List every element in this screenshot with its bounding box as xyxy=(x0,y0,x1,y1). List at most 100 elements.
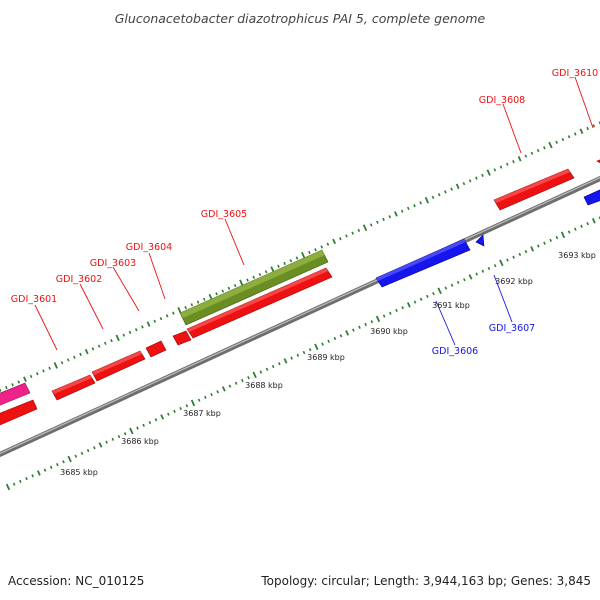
gene-bar-gdi-3605-rna[interactable] xyxy=(179,249,329,326)
outer-tick-49 xyxy=(295,256,299,260)
feature-right-reverse[interactable] xyxy=(583,189,600,206)
inner-tick-71 xyxy=(444,286,448,290)
map-title: Gluconacetobacter diazotrophicus PAI 5, … xyxy=(115,11,486,26)
gene-arrow-gdi-3605-forward[interactable] xyxy=(186,267,333,339)
inner-tick-33 xyxy=(210,392,213,397)
inner-tick-42 xyxy=(265,367,269,371)
outer-tick-26 xyxy=(153,319,157,323)
inner-tick-56 xyxy=(352,328,355,332)
inner-tick-19 xyxy=(123,432,127,436)
accession-text: Accession: NC_010125 xyxy=(8,574,144,588)
inner-tick-81 xyxy=(506,258,509,262)
inner-tick-95 xyxy=(591,218,596,224)
inner-tick-49 xyxy=(308,348,312,352)
gene-arrow-gdi-3602[interactable] xyxy=(91,350,146,382)
inner-tick-15 xyxy=(98,442,103,448)
gene-label-gdi-3604: GDI_3604 xyxy=(126,242,172,253)
inner-tick-76 xyxy=(475,272,478,276)
axis-label-3689: 3689 kbp xyxy=(307,353,345,362)
gene-label-gdi-3602: GDI_3602 xyxy=(56,274,102,285)
outer-tick-94 xyxy=(573,132,577,136)
gene-label-gdi-3603: GDI_3603 xyxy=(90,258,136,269)
gene-arrow-gdi-3601[interactable] xyxy=(51,374,96,401)
outer-tick-32 xyxy=(190,303,194,307)
inner-tick-26 xyxy=(167,412,170,416)
gene-label-gdi-3607: GDI_3607 xyxy=(489,323,535,334)
inner-tick-66 xyxy=(413,300,417,304)
outer-tick-80 xyxy=(486,169,491,176)
outer-tick-70 xyxy=(424,196,430,204)
inner-tick-43 xyxy=(271,364,275,369)
outer-tick-31 xyxy=(184,305,188,310)
inner-tick-46 xyxy=(290,356,293,360)
inner-tick-77 xyxy=(481,269,485,273)
outer-tick-53 xyxy=(320,245,324,249)
outer-tick-69 xyxy=(419,201,422,205)
axis-label-3691: 3691 kbp xyxy=(432,301,470,310)
outer-tick-39 xyxy=(233,283,237,288)
outer-tick-87 xyxy=(530,151,534,155)
feature-left-forward[interactable] xyxy=(0,399,38,428)
inner-tick-78 xyxy=(487,266,491,271)
outer-tick-76 xyxy=(462,181,466,186)
outer-tick-7 xyxy=(35,372,39,376)
gene-arrow-gdi-3608[interactable] xyxy=(493,168,575,211)
feature-left-other[interactable] xyxy=(0,382,31,408)
inner-tick-23 xyxy=(148,420,152,425)
axis-label-3687: 3687 kbp xyxy=(183,409,221,418)
outer-tick-89 xyxy=(543,146,546,150)
axis-label-3693: 3693 kbp xyxy=(558,251,596,260)
outer-tick-track xyxy=(0,121,600,392)
outer-tick-85 xyxy=(517,156,522,162)
outer-tick-17 xyxy=(97,344,101,348)
inner-tick-4 xyxy=(31,474,34,478)
inner-tick-50 xyxy=(314,343,319,351)
inner-tick-2 xyxy=(19,479,22,484)
outer-tick-15 xyxy=(84,348,89,355)
outer-tick-81 xyxy=(493,168,497,172)
outer-tick-61 xyxy=(369,223,373,227)
inner-tick-60 xyxy=(375,315,381,323)
inner-tick-88 xyxy=(549,238,552,243)
inner-tick-87 xyxy=(543,241,546,245)
gene-label-gdi-3606: GDI_3606 xyxy=(432,346,478,357)
outer-tick-62 xyxy=(376,220,379,224)
inner-tick-69 xyxy=(432,292,435,296)
outer-tick-24 xyxy=(141,325,144,329)
outer-tick-33 xyxy=(196,300,200,304)
gene-arrow-gdi-3606[interactable] xyxy=(375,238,471,288)
inner-tick-34 xyxy=(216,390,219,394)
outer-tick-29 xyxy=(172,311,175,315)
axis-labels: 3685 kbp 3686 kbp 3687 kbp 3688 kbp 3689… xyxy=(60,251,596,477)
inner-tick-16 xyxy=(105,440,108,444)
gene-arrow-gdi-3604[interactable] xyxy=(172,330,192,346)
inner-tick-72 xyxy=(450,283,454,287)
outer-tick-75 xyxy=(455,183,460,190)
gene-arrow-gdi-3607[interactable] xyxy=(475,234,485,247)
outer-tick-35 xyxy=(208,293,213,300)
outer-tick-40 xyxy=(239,279,244,287)
outer-tick-3 xyxy=(11,383,14,387)
outer-tick-12 xyxy=(66,358,70,362)
outer-tick-23 xyxy=(134,328,138,332)
gene-arrow-gdi-3603[interactable] xyxy=(145,340,167,358)
label-leaders-reverse xyxy=(435,274,513,346)
outer-tick-14 xyxy=(79,352,82,357)
outer-tick-30 xyxy=(177,307,182,314)
inner-tick-29 xyxy=(185,404,189,408)
inner-tick-54 xyxy=(339,334,343,338)
outer-tick-68 xyxy=(413,204,416,208)
inner-tick-32 xyxy=(204,395,207,399)
outer-tick-13 xyxy=(73,355,76,359)
inner-tick-20 xyxy=(129,427,134,435)
inner-tick-74 xyxy=(463,278,466,282)
outer-tick-42 xyxy=(252,275,256,279)
inner-tick-40 xyxy=(252,371,257,379)
inner-tick-track xyxy=(5,216,600,491)
inner-tick-85 xyxy=(530,246,535,252)
outer-tick-83 xyxy=(505,162,509,166)
outer-tick-6 xyxy=(29,374,33,379)
outer-tick-37 xyxy=(221,289,225,293)
inner-tick-84 xyxy=(524,250,528,254)
inner-tick-22 xyxy=(142,423,145,427)
